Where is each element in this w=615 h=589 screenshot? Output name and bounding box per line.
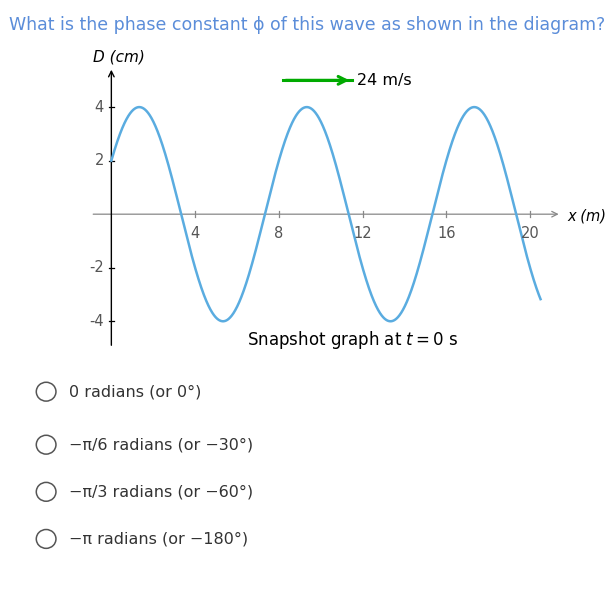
Text: 16: 16 (437, 226, 456, 241)
Text: -2: -2 (89, 260, 104, 275)
Text: 12: 12 (353, 226, 372, 241)
Text: 24 m/s: 24 m/s (357, 73, 412, 88)
Text: x (m): x (m) (568, 208, 607, 223)
Text: 0 radians (or 0°): 0 radians (or 0°) (69, 384, 202, 399)
Text: −π/6 radians (or −30°): −π/6 radians (or −30°) (69, 437, 253, 452)
Text: -4: -4 (89, 314, 104, 329)
Text: −π/3 radians (or −60°): −π/3 radians (or −60°) (69, 484, 253, 499)
Text: D (cm): D (cm) (92, 49, 145, 64)
Text: Snapshot graph at $t = 0$ s: Snapshot graph at $t = 0$ s (247, 329, 459, 351)
Text: 20: 20 (521, 226, 539, 241)
Text: What is the phase constant ϕ of this wave as shown in the diagram?: What is the phase constant ϕ of this wav… (9, 16, 606, 35)
Text: 4: 4 (95, 100, 104, 115)
Text: 2: 2 (95, 153, 104, 168)
Text: 8: 8 (274, 226, 284, 241)
Text: −π radians (or −180°): −π radians (or −180°) (69, 531, 248, 547)
Text: 4: 4 (191, 226, 200, 241)
